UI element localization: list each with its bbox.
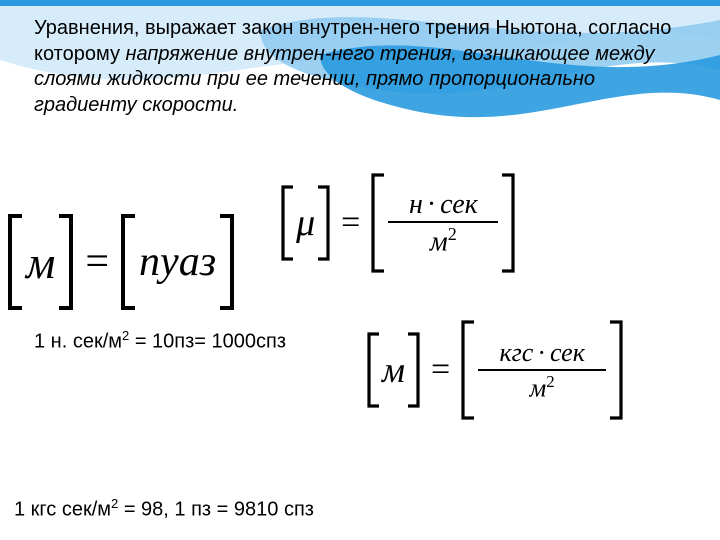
left-bracket-icon — [364, 332, 382, 408]
left-bracket-icon — [4, 214, 26, 310]
conversion-1: 1 н. сек/м2 = 10пз= 1000спз — [34, 328, 294, 355]
formula-m-equals-poise: м = пуаз — [4, 214, 238, 310]
fraction-denominator: м2 — [526, 373, 559, 402]
fraction-numerator: кгс·сек — [495, 339, 588, 366]
right-bracket-icon — [315, 185, 333, 261]
equals-1: = — [77, 238, 117, 286]
right-bracket-icon — [498, 173, 518, 273]
intro-paragraph: Уравнения, выражает закон внутрен-него т… — [34, 16, 686, 118]
var-m-1: м — [26, 236, 55, 289]
slide-content: Уравнения, выражает закон внутрен-него т… — [0, 0, 720, 420]
formula-row-1: м = пуаз μ = н·сек м2 — [34, 146, 686, 310]
intro-italic: напряжение внутрен-него трения, возникаю… — [34, 43, 654, 116]
fraction-bar — [478, 369, 606, 371]
var-mu: μ — [296, 201, 315, 245]
left-bracket-icon — [117, 214, 139, 310]
fraction-denominator: м2 — [426, 225, 461, 257]
right-bracket-icon — [405, 332, 423, 408]
fraction-mu: н·сек м2 — [388, 190, 498, 257]
formula-m-kgs: м = кгс·сек м2 — [364, 320, 626, 420]
right-bracket-icon — [216, 214, 238, 310]
formula-mu-units: μ = н·сек м2 — [278, 173, 518, 273]
equals-2: = — [333, 204, 368, 242]
right-bracket-icon — [55, 214, 77, 310]
left-bracket-icon — [368, 173, 388, 273]
equals-3: = — [423, 351, 458, 389]
formula-row-2: 1 н. сек/м2 = 10пз= 1000спз м = кгс·сек … — [34, 314, 686, 420]
fraction-bar — [388, 221, 498, 223]
left-bracket-icon — [458, 320, 478, 420]
conversion-2: 1 кгс сек/м2 = 98, 1 пз = 9810 спз — [14, 496, 314, 522]
right-bracket-icon — [606, 320, 626, 420]
left-bracket-icon — [278, 185, 296, 261]
var-m-2: м — [382, 349, 405, 391]
fraction-numerator: н·сек — [405, 190, 482, 219]
fraction-kgs: кгс·сек м2 — [478, 339, 606, 401]
var-poise: пуаз — [139, 238, 216, 286]
